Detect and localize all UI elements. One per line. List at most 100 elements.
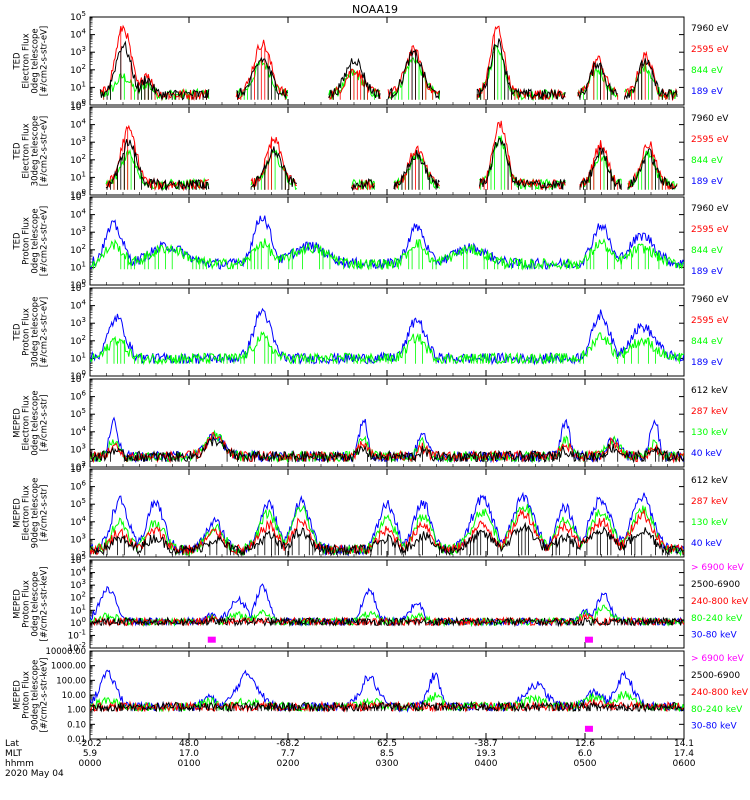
series-black xyxy=(90,616,684,628)
footer-row-label: hhmm xyxy=(5,759,34,769)
series-red xyxy=(90,613,684,627)
legend-entry: 2500-6900 xyxy=(691,671,740,681)
footer-row-label: MLT xyxy=(5,749,23,759)
footer-value: 12.6 xyxy=(575,739,595,749)
footer-value: 0400 xyxy=(475,759,498,769)
footer-value: 48.0 xyxy=(179,739,199,749)
footer-value: 7.7 xyxy=(281,749,295,759)
y-axis-label: TEDProton Flux0deg telescope[#/cm2-s-str… xyxy=(13,206,50,276)
legend-entry: 7960 eV xyxy=(691,114,729,124)
data-traces xyxy=(90,307,684,366)
legend-entry: 612 keV xyxy=(691,476,728,486)
legend-entry: 7960 eV xyxy=(691,295,729,305)
panel-8: 0.01 0.10 1.00 10.00 100.00 1000.00 10000.00ME… xyxy=(13,647,749,745)
legend-entry: > 6900 keV xyxy=(691,563,745,573)
legend-entry: 844 eV xyxy=(691,337,724,347)
legend-entry: 2500-6900 xyxy=(691,580,740,590)
series-black xyxy=(99,38,678,101)
legend-entry: 240-800 keV xyxy=(691,597,749,607)
series-black xyxy=(90,435,684,464)
footer-value: 5.9 xyxy=(83,749,98,759)
legend-entry: 40 keV xyxy=(691,539,723,549)
footer-value: 0200 xyxy=(277,759,300,769)
legend-entry: 189 eV xyxy=(691,358,724,368)
series-spikes-black xyxy=(106,153,660,190)
series-spikes-black xyxy=(90,702,684,712)
y-tick-label: 1000.00 xyxy=(51,662,86,672)
y-tick-label: 10.00 xyxy=(62,691,86,701)
legend-entry: > 6900 keV xyxy=(691,654,745,664)
footer-row-label: Lat xyxy=(5,739,20,749)
footer-value: 17.0 xyxy=(179,749,199,759)
y-tick-label: 1.00 xyxy=(67,706,86,716)
legend-entry: 40 keV xyxy=(691,449,723,459)
series-spikes-green xyxy=(93,239,660,270)
legend-entry: 30-80 keV xyxy=(691,722,737,732)
series-green xyxy=(90,331,684,366)
legend-entry: 130 keV xyxy=(691,518,728,528)
legend-entry: 80-240 keV xyxy=(691,614,743,624)
legend-entry: 240-800 keV xyxy=(691,688,749,698)
footer-value: -38.7 xyxy=(474,739,497,749)
footer-value: 0500 xyxy=(574,759,597,769)
legend-entry: 287 keV xyxy=(691,407,728,417)
footer-value: 6.0 xyxy=(578,749,593,759)
legend-entry: 189 eV xyxy=(691,87,724,97)
footer-value: 0300 xyxy=(376,759,399,769)
data-traces xyxy=(90,669,684,732)
y-axis-label: MEPEDProton Flux90deg telescope[#/cm2-s-… xyxy=(13,658,50,733)
legend-entry: 130 keV xyxy=(691,428,728,438)
legend-entry: 287 keV xyxy=(691,497,728,507)
footer-value: 8.5 xyxy=(380,749,394,759)
footer-value: 0600 xyxy=(673,759,696,769)
legend-entry: 80-240 keV xyxy=(691,705,743,715)
y-axis-label: TEDElectron Flux0deg telescope[#/cm2-s-s… xyxy=(13,26,50,96)
data-traces xyxy=(105,120,678,192)
legend-entry: 2595 eV xyxy=(691,225,729,235)
y-tick-label: 0.01 xyxy=(67,735,86,745)
y-axis-label: MEPEDProton Flux0deg telescope[#/cm2-s-s… xyxy=(13,567,50,642)
series-green xyxy=(90,238,684,271)
data-traces xyxy=(90,416,684,464)
y-tick-label: 0.10 xyxy=(67,720,86,730)
legend-entry: 612 keV xyxy=(691,386,728,396)
footer-value: 62.5 xyxy=(377,739,397,749)
footer-value: -68.2 xyxy=(276,739,299,749)
footer-value: 14.1 xyxy=(674,739,694,749)
magenta-spot xyxy=(207,636,216,643)
y-axis-label: TEDProton Flux30deg telescope[#/cm2-s-st… xyxy=(13,297,50,368)
legend-entry: 2595 eV xyxy=(691,45,729,55)
footer-value: 17.4 xyxy=(674,749,694,759)
legend-entry: 189 eV xyxy=(691,177,724,187)
y-tick-label: 100.00 xyxy=(56,676,86,686)
series-spikes-black xyxy=(96,446,680,462)
y-tick-label: 10000.00 xyxy=(45,647,86,657)
magenta-spot xyxy=(584,636,593,643)
legend-entry: 844 eV xyxy=(691,156,724,166)
legend-entry: 2595 eV xyxy=(691,316,729,326)
series-spikes-black xyxy=(103,523,684,556)
magenta-spot xyxy=(584,725,593,732)
legend-entry: 7960 eV xyxy=(691,204,729,214)
legend-entry: 30-80 keV xyxy=(691,631,737,641)
legend-entry: 2595 eV xyxy=(691,135,729,145)
footer-row-label: 2020 May 04 xyxy=(5,769,64,779)
y-axis-label: MEPEDElectron Flux0deg telescope[#/cm2-s… xyxy=(13,390,50,455)
legend-entry: 844 eV xyxy=(691,246,724,256)
data-traces xyxy=(99,24,678,102)
data-traces xyxy=(90,491,684,557)
series-spikes-black xyxy=(106,44,673,100)
legend-entry: 7960 eV xyxy=(691,24,729,34)
footer-value: -20.2 xyxy=(78,739,101,749)
data-traces xyxy=(90,583,684,643)
footer-value: 0000 xyxy=(79,759,102,769)
series-spikes-green xyxy=(106,336,680,364)
